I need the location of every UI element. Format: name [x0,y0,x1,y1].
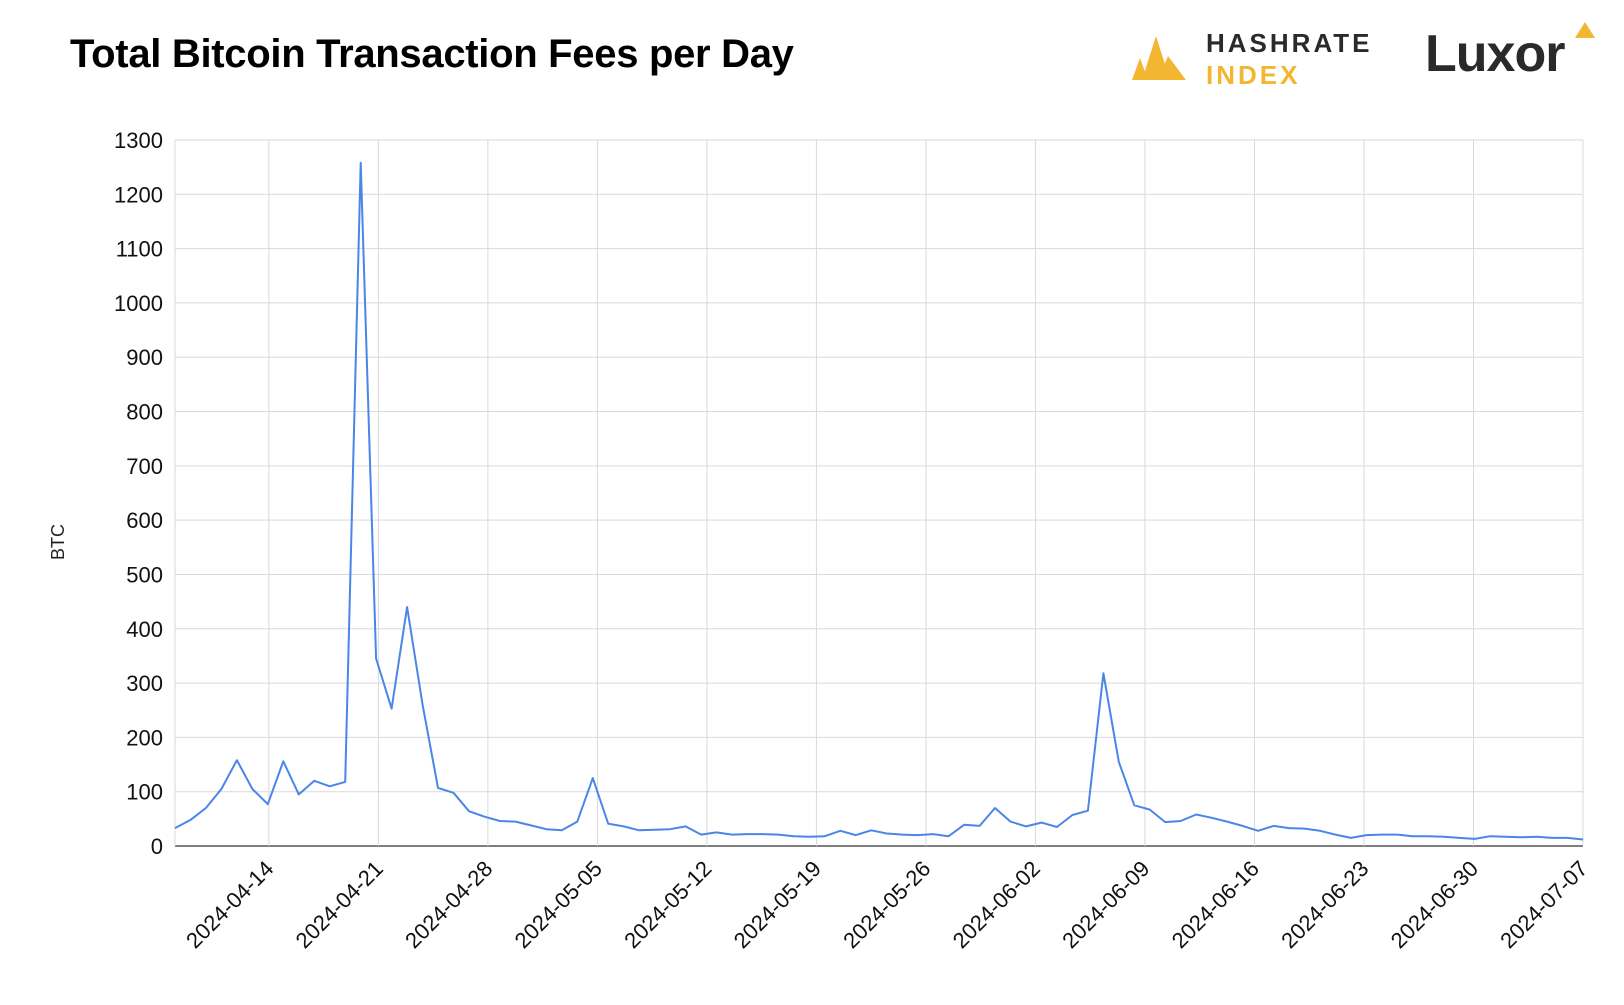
x-tick-label: 2024-05-26 [838,856,935,953]
luxor-logo-icon [1575,22,1595,38]
x-tick-label: 2024-05-12 [619,856,716,953]
y-tick-label: 100 [126,780,163,805]
x-tick-label: 2024-04-21 [291,856,388,953]
y-tick-label: 1200 [114,182,163,207]
series-line [174,161,1584,841]
hashrate-wordmark: HASHRATE [1206,28,1373,58]
x-tick-label: 2024-06-16 [1167,856,1264,953]
x-tick-label: 2024-06-02 [948,856,1045,953]
hashrate-index-logo: HASHRATE INDEX [1130,22,1380,92]
x-tick-label: 2024-05-05 [510,856,607,953]
y-tick-label: 600 [126,508,163,533]
y-tick-label: 1100 [116,237,163,262]
y-tick-label: 800 [126,400,163,425]
y-tick-label: 700 [126,454,163,479]
y-tick-label: 900 [126,345,163,370]
y-tick-label: 400 [126,617,163,642]
luxor-logo: Luxor [1425,20,1605,90]
y-tick-label: 1000 [114,291,163,316]
x-tick-label: 2024-05-19 [729,856,826,953]
luxor-wordmark: Luxor [1425,25,1565,83]
chart-title: Total Bitcoin Transaction Fees per Day [70,32,794,76]
y-tick-label: 200 [126,725,163,750]
y-tick-label: 0 [151,834,163,859]
y-tick-label: 1300 [114,128,163,153]
x-tick-label: 2024-06-23 [1276,856,1373,953]
index-wordmark: INDEX [1206,60,1301,90]
x-tick-label: 2024-07-07 [1495,856,1592,953]
y-tick-label: 300 [126,671,163,696]
hashrate-index-logo-icon [1132,36,1186,80]
x-tick-label: 2024-04-14 [181,856,278,953]
x-tick-label: 2024-06-09 [1057,856,1154,953]
x-tick-label: 2024-04-28 [400,856,497,953]
y-tick-label: 500 [126,562,163,587]
x-tick-label: 2024-06-30 [1386,856,1483,953]
